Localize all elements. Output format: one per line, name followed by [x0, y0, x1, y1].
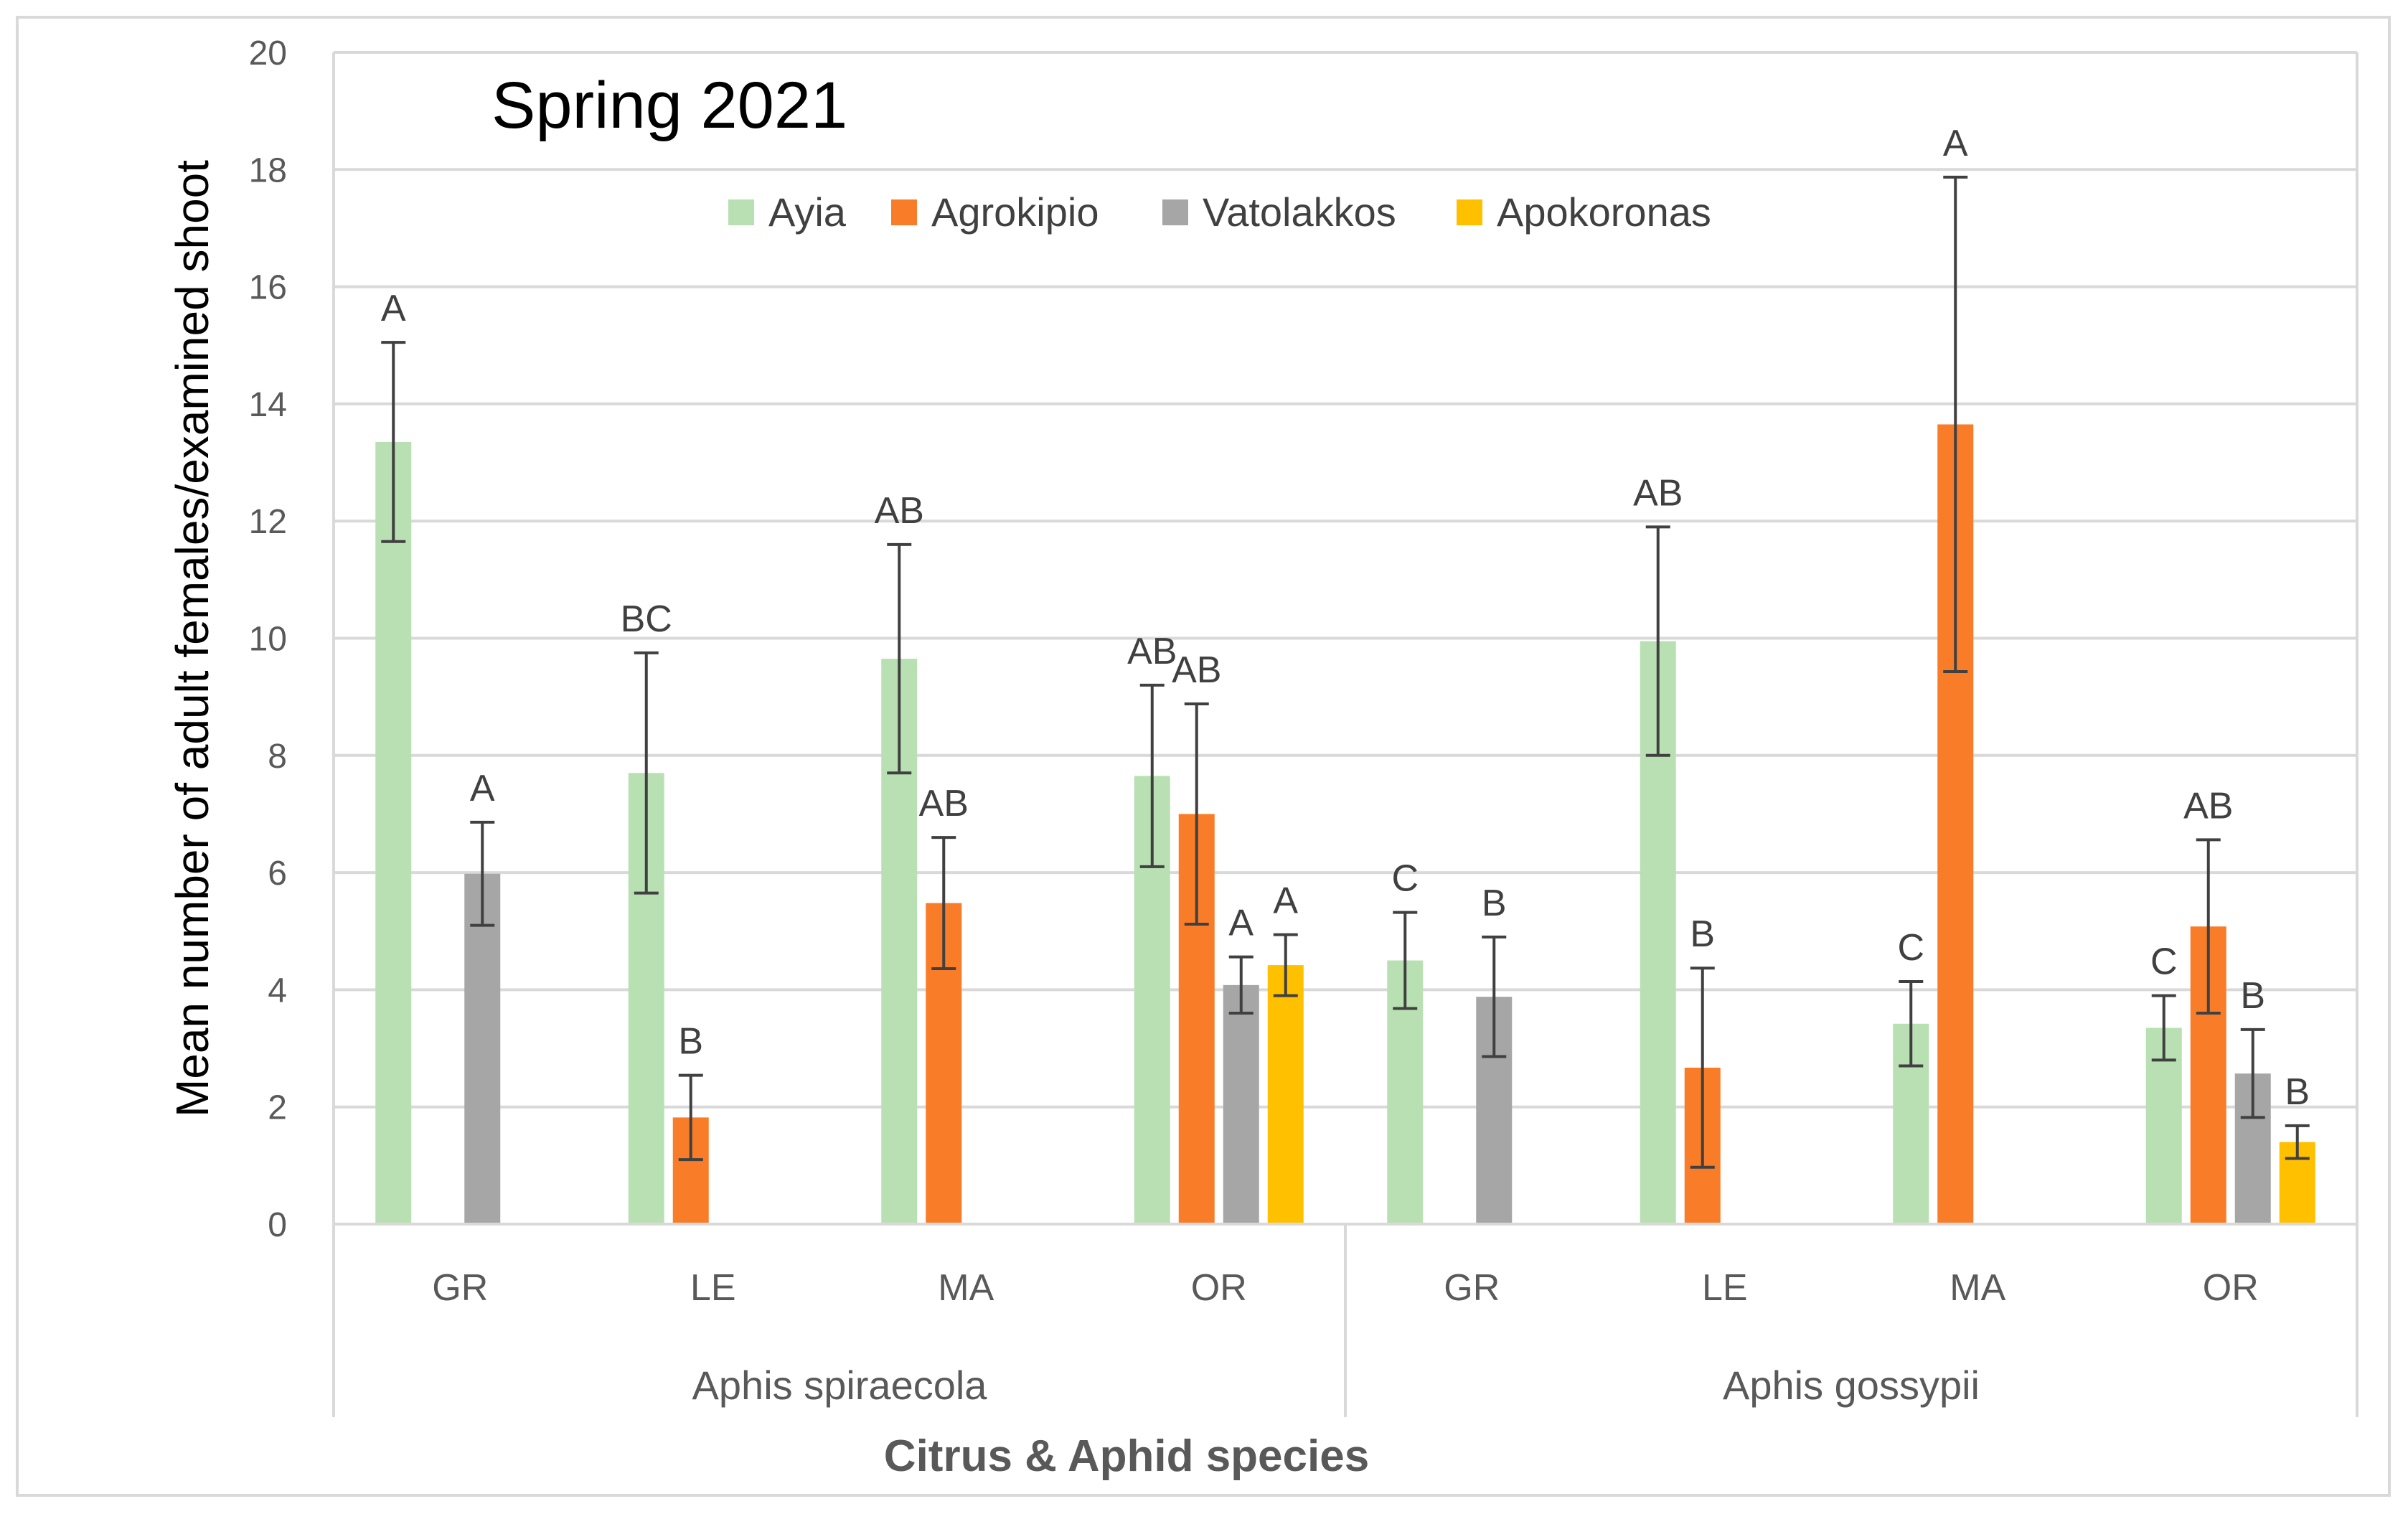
- significance-letter: C: [2150, 941, 2178, 983]
- significance-letter: A: [1943, 123, 1968, 164]
- y-tick-label: 10: [249, 621, 287, 659]
- error-bars: [381, 175, 2310, 1169]
- x-category-label: LE: [1702, 1267, 1748, 1309]
- legend-swatch-apokoronas: [1457, 199, 1482, 225]
- significance-letter: AB: [919, 783, 969, 824]
- significance-letter: A: [1228, 903, 1254, 944]
- y-tick-label: 4: [268, 972, 287, 1010]
- y-tick-label: 16: [249, 269, 287, 307]
- bars: [375, 424, 2315, 1225]
- bar-vatolakkos-3: [1223, 984, 1259, 1224]
- x-axis-title: Citrus & Aphid species: [884, 1431, 1369, 1481]
- y-axis-title: Mean number of adult females/examined sh…: [166, 160, 218, 1117]
- y-tick-label: 2: [268, 1089, 287, 1127]
- significance-letter: B: [1690, 913, 1715, 955]
- legend-swatch-agrokipio: [891, 199, 917, 225]
- x-category-label: LE: [690, 1267, 736, 1309]
- chart-title: Spring 2021: [492, 69, 847, 142]
- legend-swatch-ayia: [728, 199, 754, 225]
- legend-label-vatolakkos: Vatolakkos: [1203, 189, 1396, 235]
- y-tick-label: 14: [249, 386, 287, 424]
- x-category-label: MA: [1950, 1267, 2005, 1309]
- bar-ayia-0: [375, 441, 412, 1225]
- y-tick-label: 8: [268, 738, 287, 776]
- significance-letter: C: [1391, 858, 1419, 900]
- gridlines: [334, 51, 2358, 1224]
- significance-letter: C: [1897, 927, 1924, 969]
- significance-letter: AB: [1127, 631, 1177, 672]
- legend-label-apokoronas: Apokoronas: [1497, 189, 1711, 235]
- significance-letter: AB: [2183, 785, 2233, 827]
- y-tick-labels: 0 2 4 6 8 10 12 14 16 18 20: [249, 34, 287, 1244]
- significance-letter: AB: [1633, 472, 1683, 514]
- legend-swatch-vatolakkos: [1162, 199, 1188, 225]
- significance-letter: A: [1273, 880, 1298, 922]
- x-group-label: Aphis gossypii: [1723, 1363, 1980, 1408]
- significance-letter: B: [2240, 975, 2265, 1017]
- y-tick-label: 18: [249, 151, 287, 189]
- bar-apokoronas-3: [1267, 965, 1304, 1224]
- y-tick-label: 6: [268, 855, 287, 893]
- significance-letter: B: [678, 1021, 703, 1063]
- x-category-label: GR: [1444, 1267, 1500, 1309]
- x-category-label: MA: [938, 1267, 994, 1309]
- significance-letter: B: [1482, 883, 1507, 924]
- y-tick-label: 0: [268, 1206, 287, 1244]
- significance-letter: B: [2285, 1071, 2310, 1113]
- x-axis: GR LE MA OR GR LE MA OR Aphis spiraecola Aphis go…: [332, 52, 2358, 1417]
- significance-letter: AB: [1172, 649, 1221, 691]
- significance-letter: A: [381, 288, 406, 329]
- legend-label-ayia: Ayia: [768, 189, 847, 235]
- y-tick-label: 20: [249, 34, 287, 72]
- bar-vatolakkos-0: [464, 873, 501, 1224]
- significance-letter: AB: [875, 490, 924, 532]
- x-category-label: OR: [2203, 1267, 2259, 1309]
- significance-letter: BC: [621, 598, 672, 640]
- legend: Ayia Agrokipio Vatolakkos Apokoronas: [728, 189, 1711, 235]
- legend-label-agrokipio: Agrokipio: [931, 189, 1099, 235]
- x-category-label: GR: [432, 1267, 488, 1309]
- x-group-label: Aphis spiraecola: [692, 1363, 988, 1408]
- x-category-label: OR: [1191, 1267, 1247, 1309]
- significance-letter: A: [470, 768, 495, 809]
- y-tick-label: 12: [249, 503, 287, 541]
